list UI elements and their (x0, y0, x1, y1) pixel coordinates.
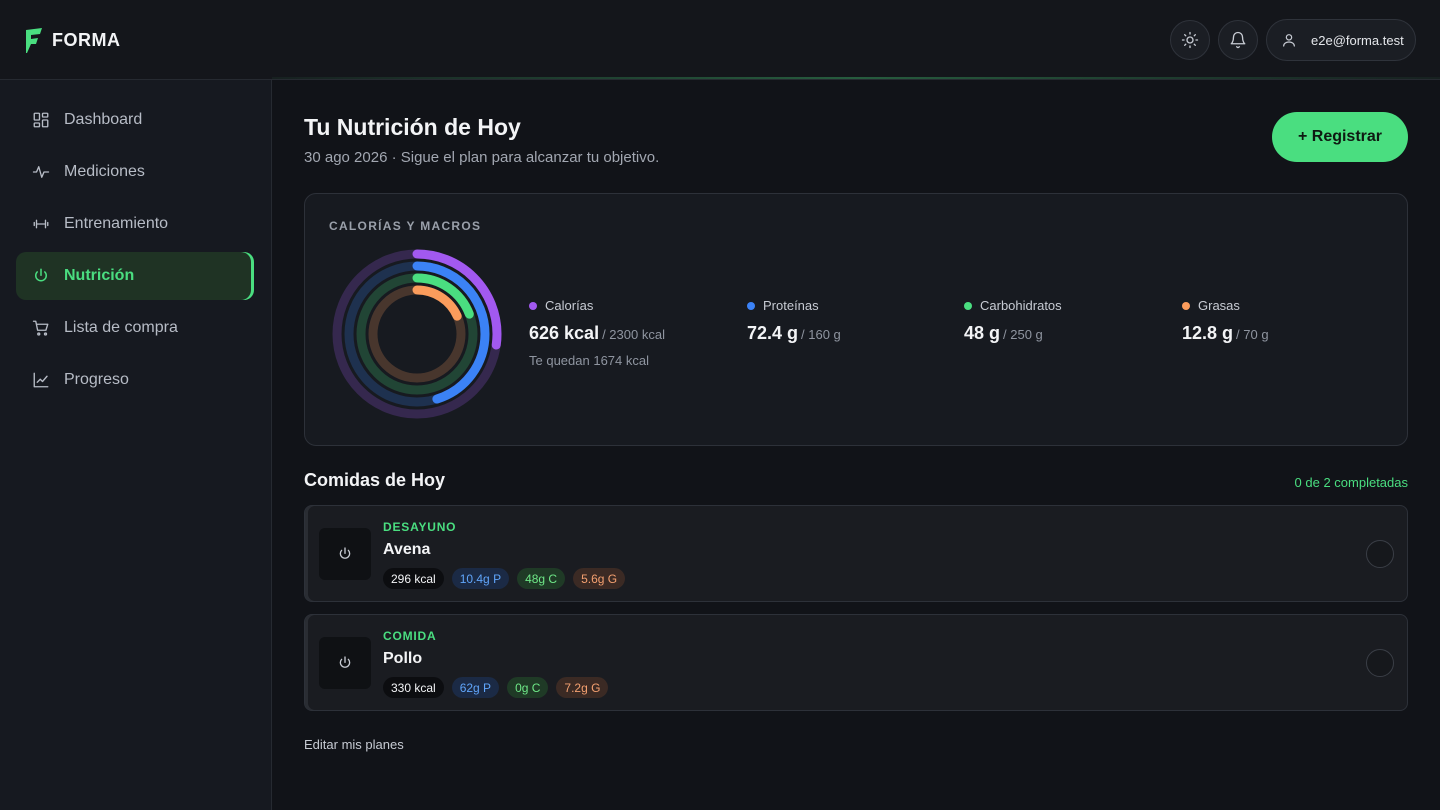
macro-value: 48 g (964, 323, 1001, 343)
calorias-dot (529, 301, 537, 310)
activity-icon (32, 166, 50, 178)
meal-icon (319, 637, 371, 689)
dumbbell-icon (33, 219, 49, 229)
sidebar-item-label: Mediciones (64, 163, 145, 180)
ring-progress-grasas (368, 285, 466, 383)
sidebar-item-dashboard[interactable]: Dashboard (16, 96, 254, 144)
macros-card-label: CALORÍAS Y MACROS (329, 219, 482, 233)
app-logo[interactable]: FORMA (24, 26, 121, 54)
user-icon (1283, 34, 1295, 47)
meal-complete-checkbox[interactable] (1366, 540, 1394, 568)
macro-target: / 160 g (801, 327, 841, 342)
macro-name: Calorías (545, 298, 594, 313)
carbs-badge: 0g C (507, 677, 549, 698)
sidebar-item-entrenamiento[interactable]: Entrenamiento (16, 200, 254, 248)
kcal-badge: 296 kcal (383, 568, 444, 589)
register-button[interactable]: + Registrar (1272, 112, 1408, 162)
meal-tags: 330 kcal 62g P 0g C 7.2g G (383, 677, 609, 698)
sun-icon (1181, 31, 1199, 49)
macro-rings-chart (332, 249, 502, 419)
meal-name: Pollo (383, 650, 423, 667)
meal-card-desayuno[interactable]: DESAYUNO Avena 296 kcal 10.4g P 48g C 5.… (304, 505, 1408, 602)
sidebar-item-nutricion[interactable]: Nutrición (16, 252, 254, 300)
power-icon (339, 547, 351, 559)
macro-name: Carbohidratos (980, 298, 1062, 313)
sidebar-item-label: Progreso (64, 371, 129, 388)
sidebar-item-label: Nutrición (64, 267, 135, 284)
protein-badge: 10.4g P (451, 568, 510, 589)
macro-value: 626 kcal (529, 323, 600, 343)
macro-grasas: Grasas 12.8 g/ 70 g (1182, 298, 1269, 344)
kcal-badge: 330 kcal (383, 677, 444, 698)
power-icon (35, 268, 47, 282)
macro-target: / 2300 kcal (602, 327, 665, 342)
carbohidratos-dot (964, 301, 972, 310)
sidebar-item-lista-de-compra[interactable]: Lista de compra (16, 304, 254, 352)
user-email: e2e@forma.test (1311, 32, 1404, 48)
meal-complete-checkbox[interactable] (1366, 649, 1394, 677)
meals-section-title: Comidas de Hoy (304, 470, 446, 490)
cart-icon (32, 320, 49, 336)
macro-target: / 70 g (1236, 327, 1269, 342)
user-menu-button[interactable]: e2e@forma.test (1266, 19, 1416, 61)
header-divider (272, 77, 1440, 79)
edit-plans-link[interactable]: Editar mis planes (304, 737, 404, 752)
theme-toggle-button[interactable] (1170, 20, 1210, 60)
carbs-badge: 48g C (517, 568, 566, 589)
meal-type: COMIDA (383, 629, 437, 643)
sidebar-item-label: Lista de compra (64, 319, 178, 336)
forma-logo-icon (26, 28, 42, 53)
meal-type: DESAYUNO (383, 520, 457, 534)
sidebar: Dashboard Mediciones Entrenamiento Nutri… (0, 80, 272, 810)
macro-target: / 250 g (1003, 327, 1043, 342)
macro-name: Grasas (1198, 298, 1240, 313)
ring-progress-proteinas (344, 261, 490, 407)
page-subtitle: 30 ago 2026 · Sigue el plan para alcanza… (304, 149, 660, 166)
power-icon (339, 656, 351, 668)
sidebar-item-label: Dashboard (64, 111, 143, 128)
macro-value: 12.8 g (1182, 323, 1234, 343)
proteinas-dot (747, 301, 755, 310)
meal-card-comida[interactable]: COMIDA Pollo 330 kcal 62g P 0g C 7.2g G (304, 614, 1408, 711)
macro-proteinas: Proteínas 72.4 g/ 160 g (747, 298, 841, 344)
macro-calorias: Calorías 626 kcal/ 2300 kcal Te quedan 1… (529, 298, 665, 368)
calories-remaining: Te quedan 1674 kcal (529, 353, 649, 368)
chart-line-icon (33, 372, 49, 388)
ring-progress-calorias (332, 249, 502, 419)
fat-badge: 7.2g G (556, 677, 609, 698)
top-header: FORMA e2e@forma.test (0, 0, 1440, 80)
meal-name: Avena (383, 541, 431, 558)
macro-carbohidratos: Carbohidratos 48 g/ 250 g (964, 298, 1062, 344)
grasas-dot (1182, 301, 1190, 310)
sidebar-item-label: Entrenamiento (64, 215, 169, 232)
macros-card: CALORÍAS Y MACROS Calorías 626 kcal/ 230… (304, 193, 1408, 446)
meals-completed-count: 0 de 2 completadas (1294, 475, 1408, 490)
sidebar-item-mediciones[interactable]: Mediciones (16, 148, 254, 196)
ring-progress-carbohidratos (356, 273, 478, 395)
fat-badge: 5.6g G (573, 568, 626, 589)
macro-value: 72.4 g (747, 323, 799, 343)
protein-badge: 62g P (451, 677, 500, 698)
sidebar-item-progreso[interactable]: Progreso (16, 356, 254, 404)
meal-icon (319, 528, 371, 580)
page-title: Tu Nutrición de Hoy (304, 114, 521, 140)
dashboard-icon (33, 112, 49, 128)
notifications-button[interactable] (1218, 20, 1258, 60)
bell-icon (1230, 31, 1246, 49)
macro-name: Proteínas (763, 298, 819, 313)
meal-tags: 296 kcal 10.4g P 48g C 5.6g G (383, 568, 626, 589)
app-name: FORMA (52, 29, 121, 50)
